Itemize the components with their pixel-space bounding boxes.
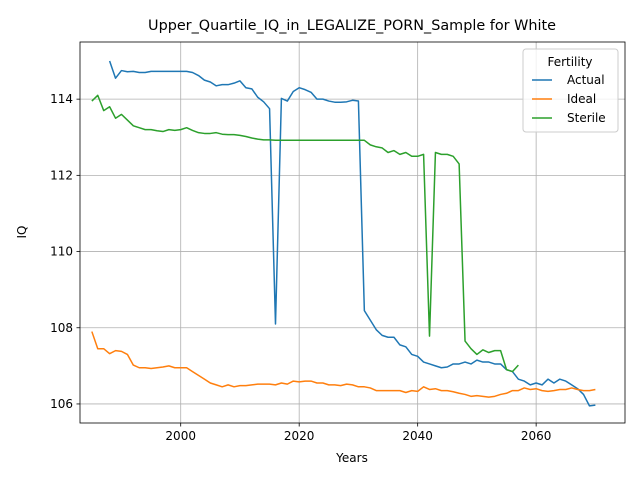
legend-label-ideal: Ideal [567, 92, 596, 106]
y-axis-title: IQ [15, 226, 29, 239]
legend: Fertility Actual Ideal Sterile [522, 48, 619, 133]
axis-ticks: 2000 2020 2040 2060 106 108 110 112 114 [50, 92, 551, 443]
y-tick-label: 108 [50, 321, 73, 335]
x-tick-label: 2060 [521, 429, 552, 443]
chart-title: Upper_Quartile_IQ_in_LEGALIZE_PORN_Sampl… [148, 18, 556, 34]
y-tick-label: 110 [50, 245, 73, 259]
x-axis-title: Years [335, 451, 368, 465]
x-tick-label: 2040 [402, 429, 433, 443]
legend-label-sterile: Sterile [567, 111, 606, 125]
plot-frame [79, 41, 626, 424]
legend-label-actual: Actual [567, 73, 605, 87]
x-tick-label: 2020 [284, 429, 315, 443]
legend-title: Fertility [547, 55, 592, 69]
y-tick-label: 114 [50, 92, 73, 106]
y-tick-label: 112 [50, 168, 73, 182]
y-tick-label: 106 [50, 397, 73, 411]
x-tick-label: 2000 [165, 429, 196, 443]
series-line-ideal [91, 331, 596, 398]
series-lines [91, 60, 596, 407]
series-line-sterile [91, 94, 519, 373]
legend-box [522, 48, 619, 133]
series-line-actual [108, 60, 596, 407]
